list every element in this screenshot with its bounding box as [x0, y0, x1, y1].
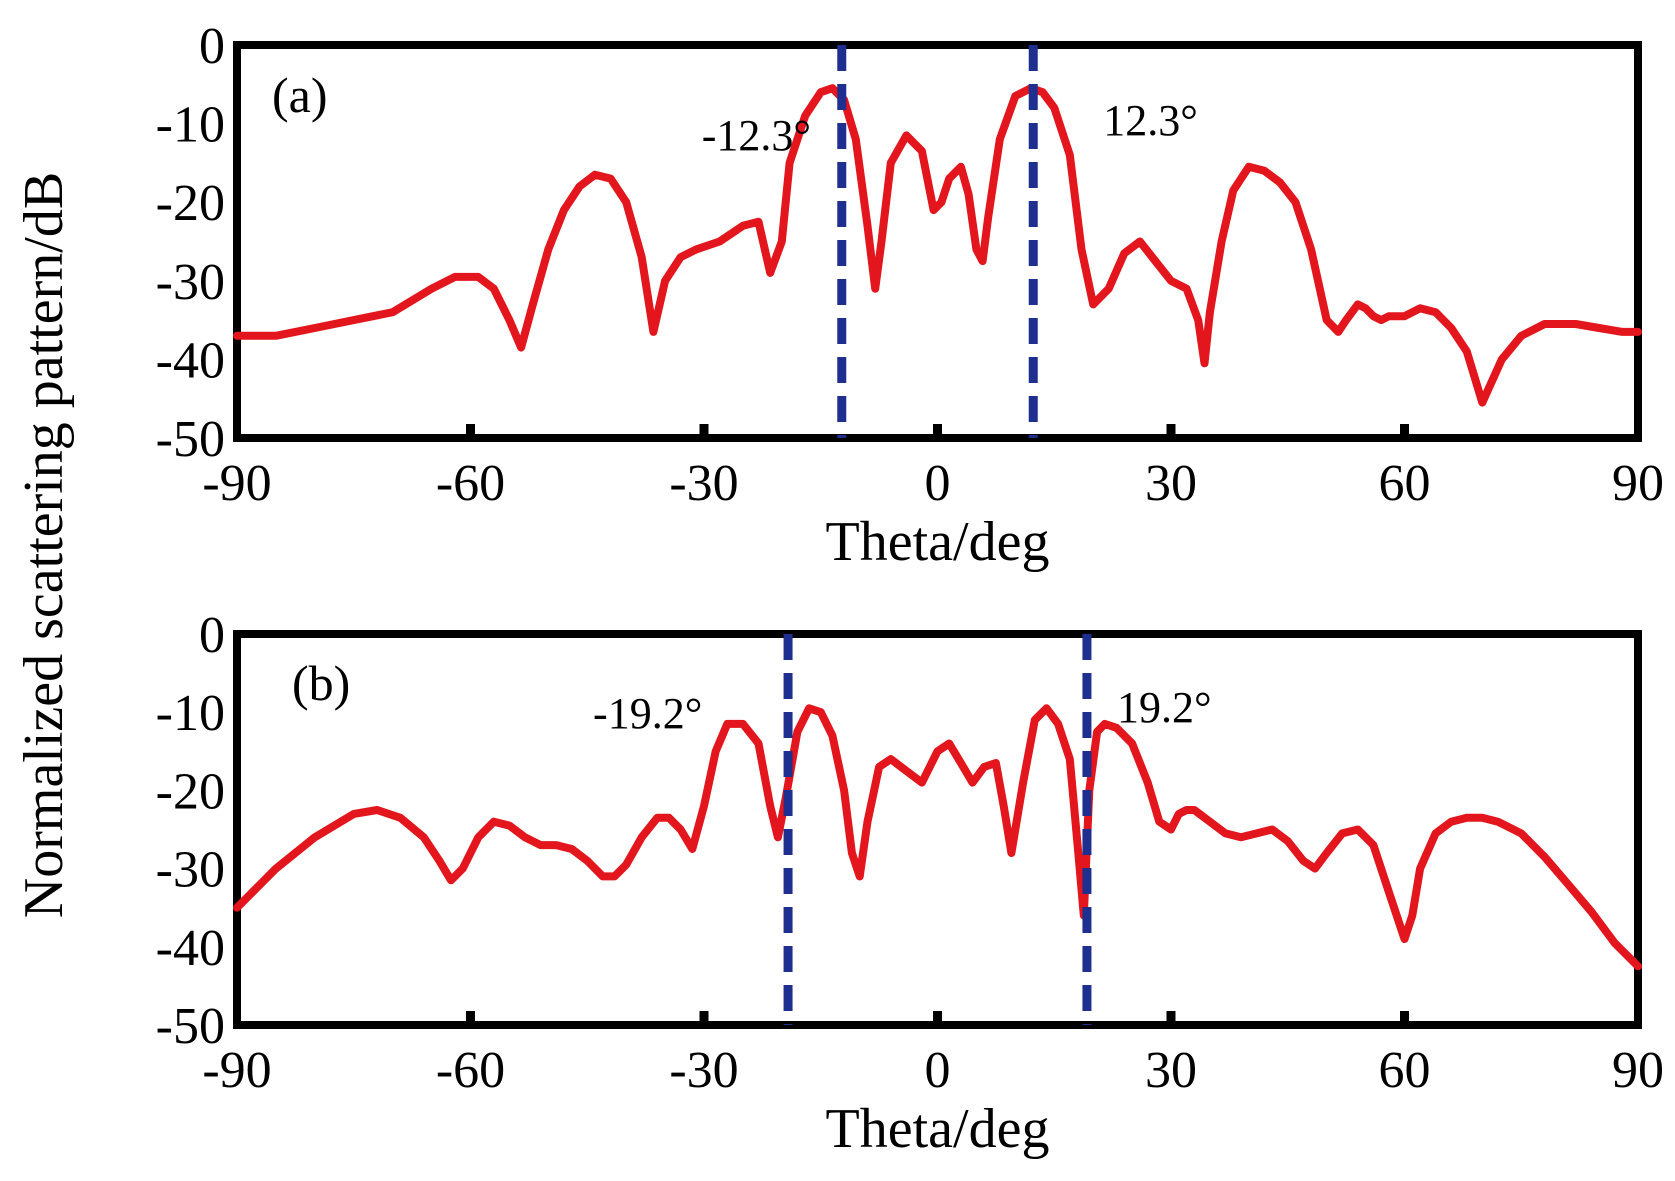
plot-frame — [233, 630, 1642, 1029]
x-tick-label: -60 — [436, 455, 505, 512]
x-tick-label: -30 — [669, 1042, 738, 1099]
marker-annotation: -12.3° — [702, 111, 811, 160]
y-tick-label: -40 — [156, 332, 225, 389]
x-tick-label: 90 — [1612, 455, 1664, 512]
y-tick-label: -10 — [156, 97, 225, 154]
y-tick-label: -10 — [156, 685, 225, 742]
x-tick-label: -90 — [202, 1042, 271, 1099]
x-tick-label: 30 — [1145, 455, 1197, 512]
x-tick-label: -60 — [436, 1042, 505, 1099]
y-tick-label: 0 — [199, 607, 225, 664]
x-tick-label: 60 — [1379, 1042, 1431, 1099]
x-tick-label: 60 — [1379, 455, 1431, 512]
y-tick-label: -50 — [156, 411, 225, 468]
chart-panel-a: -90 -60 -30 0 30 60 90 0 -10 -20 -30 -40 -50 Theta/de… — [156, 18, 1664, 573]
x-tick-label: -90 — [202, 455, 271, 512]
panel-label: (a) — [272, 67, 328, 123]
x-axis-title: Theta/deg — [826, 511, 1050, 573]
x-tick-label: -30 — [669, 455, 738, 512]
x-tick-label: 0 — [925, 1042, 951, 1099]
y-tick-label: -20 — [156, 763, 225, 820]
marker-annotation: 12.3° — [1103, 96, 1198, 145]
y-tick-label: -20 — [156, 175, 225, 232]
y-tick-label: 0 — [199, 18, 225, 75]
marker-annotation: -19.2° — [593, 689, 702, 738]
x-tick-label: 30 — [1145, 1042, 1197, 1099]
y-axis-title: Normalized scattering pattern/dB — [13, 172, 75, 918]
plot-frame — [233, 41, 1642, 442]
panel-label: (b) — [292, 655, 350, 711]
y-tick-label: -40 — [156, 920, 225, 977]
y-tick-label: -30 — [156, 254, 225, 311]
series-line — [233, 704, 1642, 971]
x-tick-label: 90 — [1612, 1042, 1664, 1099]
y-tick-label: -30 — [156, 842, 225, 899]
x-axis-title: Theta/deg — [826, 1098, 1050, 1160]
x-tick-label: 0 — [925, 455, 951, 512]
series-line — [233, 84, 1642, 407]
chart-panel-b: -90 -60 -30 0 30 60 90 0 -10 -20 -30 -40 -50 Theta/de… — [156, 607, 1664, 1160]
y-tick-label: -50 — [156, 998, 225, 1055]
marker-annotation: 19.2° — [1117, 683, 1212, 732]
